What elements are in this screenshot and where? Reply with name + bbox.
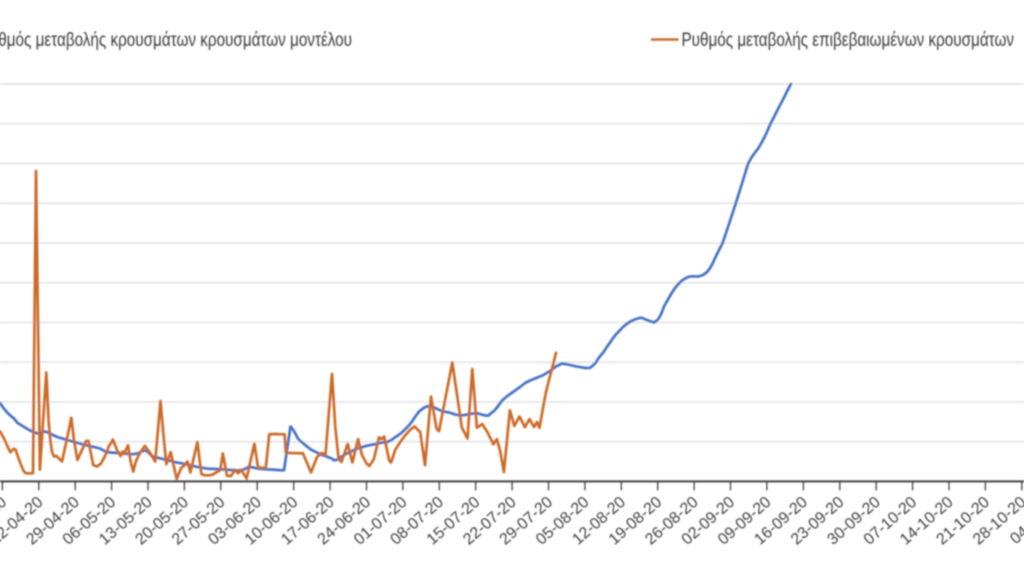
- svg-text:Ρυθμός μεταβολής κρουσμάτων κρ: Ρυθμός μεταβολής κρουσμάτων κρουσμάτων μ…: [0, 30, 352, 51]
- svg-text:Ρυθμός μεταβολής επιβεβαιωμένω: Ρυθμός μεταβολής επιβεβαιωμένων κρουσμάτ…: [682, 30, 1015, 51]
